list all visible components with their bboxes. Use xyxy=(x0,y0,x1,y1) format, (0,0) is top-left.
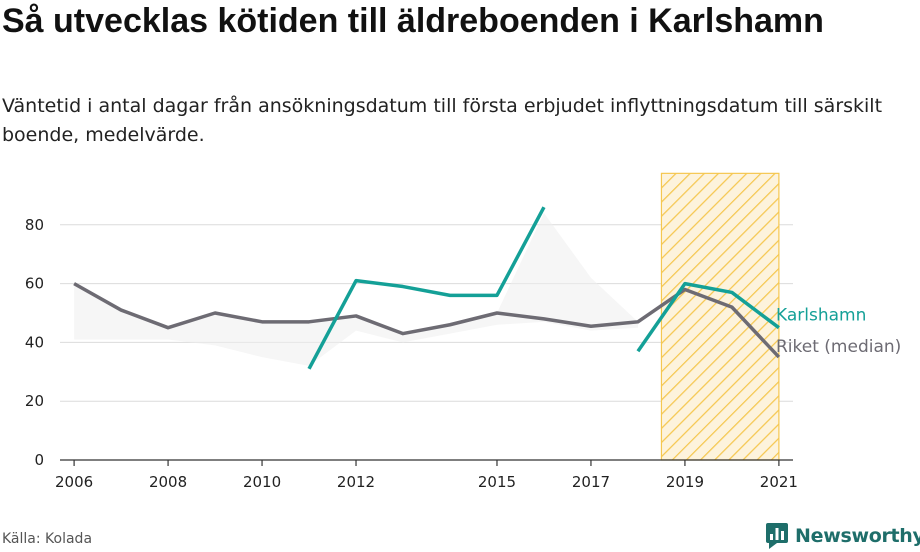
range-band xyxy=(74,213,638,366)
chart-subtitle: Väntetid i antal dagar från ansökningsda… xyxy=(2,95,883,146)
x-tick-label: 2012 xyxy=(337,473,375,491)
x-tick-label: 2017 xyxy=(572,473,610,491)
brand-name: Newsworthy xyxy=(795,525,920,547)
chart-title: Så utvecklas kötiden till äldreboenden i… xyxy=(2,2,824,40)
x-tick-label: 2010 xyxy=(243,473,281,491)
x-tick-label: 2015 xyxy=(478,473,516,491)
series-label-riket: Riket (median) xyxy=(776,337,901,357)
newsworthy-logo-icon xyxy=(766,523,788,549)
x-tick-label: 2006 xyxy=(55,473,93,491)
brand-logo: Newsworthy xyxy=(765,521,920,551)
x-tick-label: 2021 xyxy=(760,473,798,491)
series-line-karlshamn xyxy=(307,206,546,370)
series-line-riket xyxy=(73,282,781,359)
y-tick-label: 40 xyxy=(25,333,44,351)
y-tick-label: 60 xyxy=(25,275,44,293)
source-note: Källa: Kolada xyxy=(2,531,93,547)
series-label-karlshamn: Karlshamn xyxy=(776,306,866,326)
y-tick-label: 0 xyxy=(34,451,44,469)
y-tick-label: 20 xyxy=(25,392,44,410)
y-tick-label: 80 xyxy=(25,216,44,234)
x-tick-label: 2019 xyxy=(666,473,704,491)
x-tick-label: 2008 xyxy=(149,473,187,491)
highlight-period xyxy=(660,172,780,461)
series-line-karlshamn xyxy=(636,281,780,353)
